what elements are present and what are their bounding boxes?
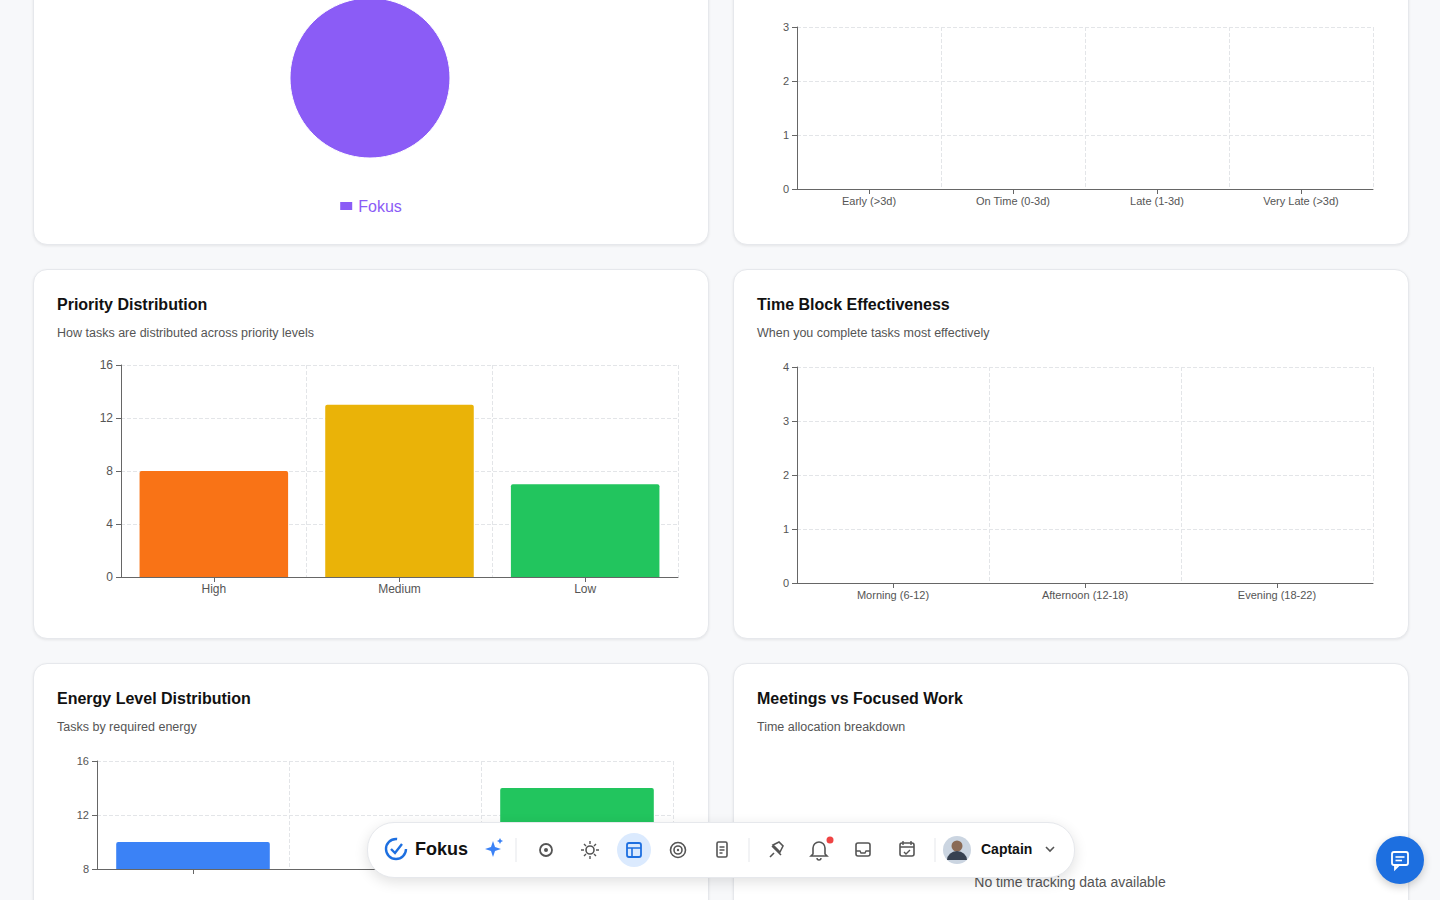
svg-text:0: 0	[106, 570, 113, 584]
svg-text:0: 0	[783, 183, 789, 195]
html-text:How tasks are distributed acro: How tasks are distributed across priorit…	[57, 326, 314, 340]
svg-text:Very Late (>3d): Very Late (>3d)	[1263, 195, 1339, 207]
svg-text:4: 4	[106, 517, 113, 531]
html-text:Time Block Effectiveness: Time Block Effectiveness	[757, 296, 950, 313]
svg-text:Medium: Medium	[378, 582, 421, 596]
svg-text:12: 12	[77, 809, 89, 821]
svg-text:Early (>3d): Early (>3d)	[842, 195, 896, 207]
svg-text:Afternoon (12-18): Afternoon (12-18)	[1042, 589, 1128, 601]
html-text:Energy Level Distribution: Energy Level Distribution	[57, 690, 251, 707]
svg-text:3: 3	[783, 21, 789, 33]
svg-text:Late (1-3d): Late (1-3d)	[1130, 195, 1184, 207]
html-text:Captain: Captain	[981, 841, 1033, 857]
svg-text:16: 16	[100, 358, 114, 372]
svg-text:High: High	[201, 582, 226, 596]
svg-text:8: 8	[106, 464, 113, 478]
svg-text:1: 1	[783, 523, 789, 535]
html-text:Time allocation breakdown: Time allocation breakdown	[757, 720, 906, 734]
html-text:Meetings vs Focused Work: Meetings vs Focused Work	[757, 690, 963, 707]
html-text:Tasks by required energy: Tasks by required energy	[57, 720, 197, 734]
html-text:Fokus: Fokus	[415, 839, 468, 859]
svg-text:1: 1	[783, 129, 789, 141]
svg-text:2: 2	[783, 75, 789, 87]
svg-text:16: 16	[77, 755, 89, 767]
svg-text:2: 2	[783, 469, 789, 481]
svg-text:3: 3	[783, 415, 789, 427]
svg-text:8: 8	[83, 863, 89, 875]
svg-text:Morning (6-12): Morning (6-12)	[857, 589, 929, 601]
svg-text:Fokus: Fokus	[358, 198, 402, 215]
html-text:Priority Distribution: Priority Distribution	[57, 296, 208, 313]
html-text:When you complete tasks most e: When you complete tasks most effectively	[757, 326, 990, 340]
svg-text:On Time (0-3d): On Time (0-3d)	[976, 195, 1050, 207]
svg-text:Evening (18-22): Evening (18-22)	[1238, 589, 1316, 601]
svg-text:0: 0	[783, 577, 789, 589]
html-text:No time tracking data availabl: No time tracking data available	[974, 874, 1166, 890]
svg-text:4: 4	[783, 361, 789, 373]
svg-text:Low: Low	[574, 582, 596, 596]
svg-text:12: 12	[100, 411, 114, 425]
